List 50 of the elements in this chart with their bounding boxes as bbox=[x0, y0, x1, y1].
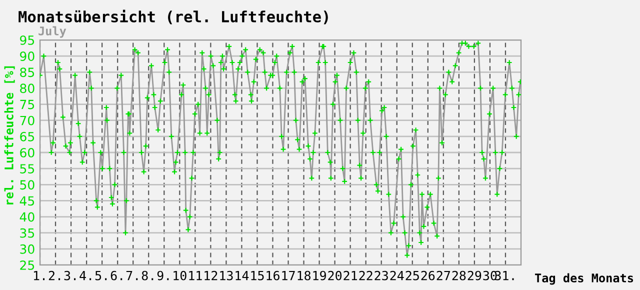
x-tick-label: 2. bbox=[48, 270, 60, 280]
x-tick-label: 19 bbox=[313, 270, 326, 280]
y-tick-label: 35 bbox=[20, 228, 34, 238]
y-tick-label: 60 bbox=[20, 148, 34, 158]
y-tick-label: 65 bbox=[20, 132, 34, 142]
x-tick-label: 17 bbox=[282, 271, 295, 280]
x-tick-label: 24 bbox=[390, 270, 404, 280]
x-tick-label: 25 bbox=[406, 270, 419, 280]
y-tick-label: 70 bbox=[20, 116, 34, 126]
x-tick-label: 1. bbox=[34, 271, 45, 280]
y-tick-label: 30 bbox=[20, 244, 34, 254]
y-tick-label: 85 bbox=[20, 68, 34, 78]
x-tick-label: 21 bbox=[344, 270, 357, 280]
x-tick-label: 7. bbox=[126, 271, 138, 280]
x-tick-label: 29 bbox=[468, 270, 482, 280]
chart-subtitle: July bbox=[38, 26, 66, 38]
x-tick-label: 18 bbox=[298, 270, 310, 280]
y-tick-label: 45 bbox=[20, 196, 34, 206]
x-tick-label: 10 bbox=[174, 270, 186, 280]
x-tick-label: 12 bbox=[204, 270, 218, 280]
x-tick-label: 6. bbox=[110, 270, 122, 280]
y-axis-title: rel. Luftfeuchte [%] bbox=[4, 66, 15, 204]
x-tick-label: 31. bbox=[495, 270, 514, 280]
x-tick-label: 13 bbox=[220, 270, 233, 280]
y-tick-label: 25 bbox=[20, 260, 34, 270]
y-tick-label: 40 bbox=[20, 212, 34, 222]
x-tick-label: 8. bbox=[142, 270, 154, 280]
x-tick-label: 22 bbox=[359, 270, 372, 280]
x-tick-label: 26 bbox=[421, 270, 435, 280]
x-tick-label: 16 bbox=[266, 270, 280, 280]
x-tick-label: 14 bbox=[236, 271, 249, 280]
x-tick-label: 28 bbox=[452, 270, 466, 280]
x-tick-label: 11 bbox=[189, 271, 202, 280]
y-tick-label: 55 bbox=[20, 164, 34, 174]
x-tick-label: 23 bbox=[374, 270, 388, 280]
x-tick-label: 30 bbox=[483, 270, 497, 280]
x-tick-label: 15 bbox=[251, 271, 264, 280]
x-axis-title: Tag des Monats bbox=[535, 273, 634, 285]
y-tick-label: 95 bbox=[20, 35, 34, 45]
y-tick-label: 75 bbox=[20, 100, 34, 110]
y-tick-label: 80 bbox=[20, 84, 34, 94]
x-tick-label: 9. bbox=[157, 270, 169, 280]
chart-title: Monatsübersicht (rel. Luftfeuchte) bbox=[18, 10, 328, 24]
x-tick-label: 27 bbox=[436, 270, 450, 280]
y-tick-label: 90 bbox=[20, 52, 34, 61]
y-tick-label: 50 bbox=[20, 180, 34, 190]
x-tick-label: 20 bbox=[328, 270, 342, 280]
x-tick-label: 3. bbox=[64, 270, 76, 280]
x-tick-label: 4. bbox=[80, 271, 92, 280]
x-tick-label: 5. bbox=[95, 271, 107, 280]
